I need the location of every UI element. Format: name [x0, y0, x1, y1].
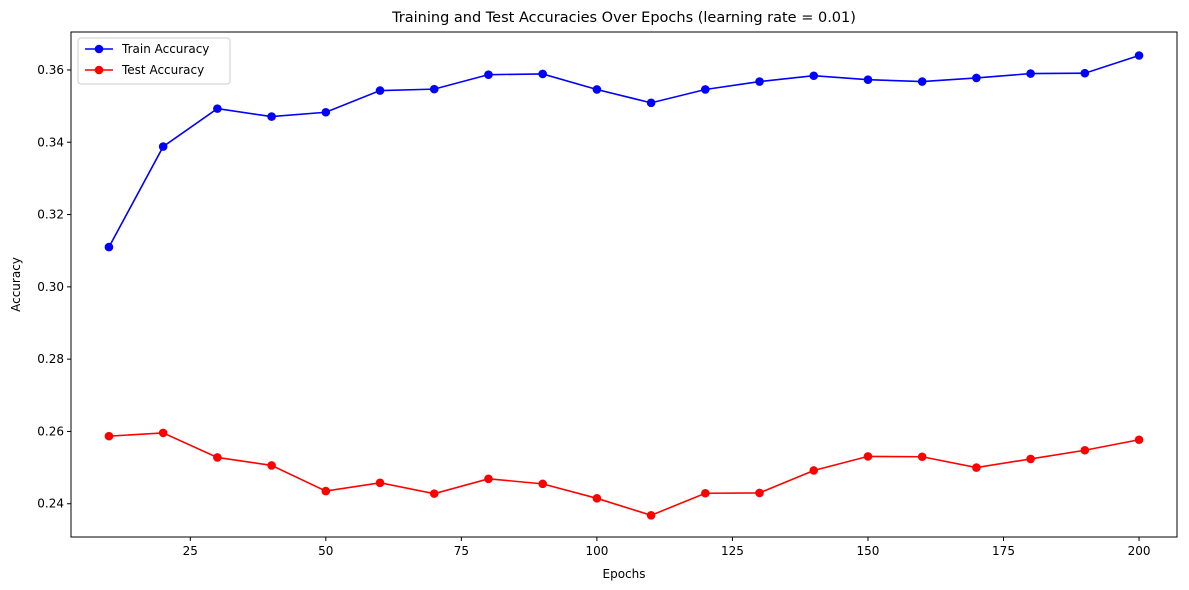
x-tick-label: 25	[183, 544, 198, 558]
data-point	[755, 488, 764, 498]
data-point	[972, 463, 981, 472]
data-point	[592, 494, 602, 503]
data-point	[484, 70, 493, 79]
y-tick-label: 0.26	[37, 424, 64, 438]
legend-label: Test Accuracy	[121, 63, 204, 77]
data-point	[646, 511, 656, 520]
x-tick-label: 175	[992, 544, 1015, 558]
x-tick-label: 125	[721, 544, 744, 558]
y-tick-label: 0.24	[37, 497, 64, 511]
series-line	[108, 54, 1140, 248]
x-tick-label: 150	[857, 544, 880, 558]
data-point	[809, 71, 819, 81]
data-point	[701, 85, 710, 94]
data-point	[972, 73, 981, 83]
data-point	[755, 77, 764, 86]
data-point	[375, 478, 385, 488]
legend-item: Train Accuracy	[85, 42, 209, 56]
x-tick-label: 200	[1128, 544, 1151, 558]
data-point	[809, 466, 819, 475]
series-layer	[104, 51, 1144, 520]
legend-marker	[94, 65, 104, 75]
data-point	[1026, 454, 1035, 464]
data-point	[863, 452, 873, 461]
chart-title: Training and Test Accuracies Over Epochs…	[391, 10, 856, 26]
x-tick-label: 75	[454, 544, 469, 558]
data-point	[267, 461, 276, 470]
series-line	[108, 432, 1140, 517]
y-axis-label: Accuracy	[9, 257, 23, 312]
y-tick-label: 0.32	[37, 208, 64, 222]
y-tick-label: 0.36	[37, 63, 64, 77]
series-test	[104, 428, 1144, 520]
x-tick-label: 100	[585, 544, 608, 558]
data-point	[321, 107, 331, 117]
data-point	[1080, 68, 1090, 78]
data-point	[484, 474, 493, 484]
y-tick-label: 0.34	[37, 135, 64, 149]
data-point	[1134, 435, 1144, 445]
data-point	[917, 77, 927, 86]
series-train	[104, 51, 1144, 252]
data-point	[917, 452, 927, 462]
x-axis-label: Epochs	[603, 567, 646, 581]
data-point	[321, 486, 331, 496]
y-axis-ticks: 0.24 0.26 0.28 0.30 0.32 0.34 0.36	[37, 63, 71, 511]
data-point	[646, 98, 656, 108]
legend: Train Accuracy Test Accuracy	[77, 37, 231, 85]
x-tick-label: 50	[318, 544, 333, 558]
legend-box	[77, 37, 231, 85]
data-point	[104, 242, 114, 252]
data-point	[538, 69, 547, 79]
data-point	[429, 489, 439, 498]
x-axis-ticks: 25 50 75 100 125 150 175 200	[183, 537, 1151, 558]
data-point	[429, 84, 439, 94]
legend-label: Train Accuracy	[121, 42, 209, 56]
y-tick-label: 0.30	[37, 280, 64, 294]
data-point	[592, 85, 602, 94]
plot-frame	[70, 31, 1178, 538]
data-point	[158, 428, 168, 438]
data-point	[863, 75, 873, 85]
legend-marker	[94, 44, 104, 54]
data-point	[375, 86, 385, 95]
data-point	[701, 488, 710, 498]
legend-item: Test Accuracy	[85, 63, 204, 77]
data-point	[213, 453, 222, 462]
data-point	[1080, 445, 1090, 455]
data-point	[158, 142, 168, 151]
data-point	[1134, 51, 1144, 60]
y-tick-label: 0.28	[37, 352, 64, 366]
data-point	[213, 104, 222, 113]
data-point	[267, 112, 276, 121]
data-point	[1026, 69, 1035, 78]
data-point	[104, 431, 114, 441]
data-point	[538, 479, 547, 489]
